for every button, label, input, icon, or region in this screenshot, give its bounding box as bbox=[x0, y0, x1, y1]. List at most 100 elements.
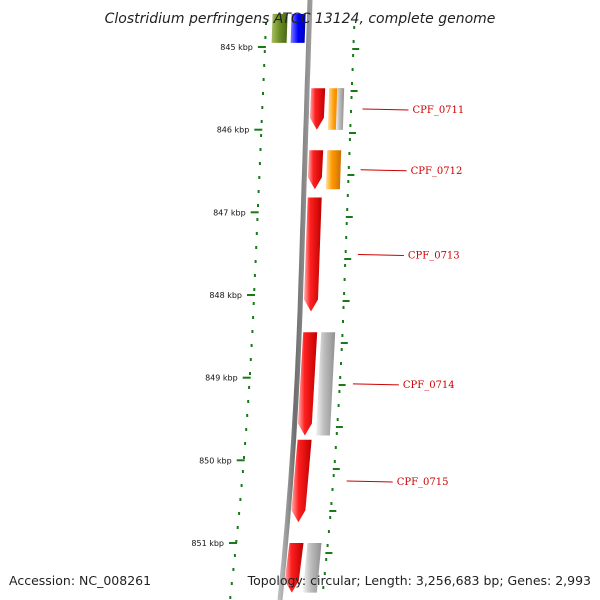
dot-mark bbox=[346, 194, 349, 197]
dot-mark bbox=[350, 110, 352, 113]
dot-mark bbox=[343, 292, 346, 295]
dot-mark bbox=[326, 544, 329, 547]
dash-mark bbox=[350, 90, 358, 92]
dot-mark bbox=[350, 96, 353, 99]
scale-tick bbox=[229, 542, 237, 544]
dot-mark bbox=[337, 404, 340, 407]
gene-label-leader bbox=[362, 108, 409, 111]
dot-mark bbox=[236, 526, 239, 529]
gene-label-leader bbox=[346, 480, 393, 483]
dot-mark bbox=[342, 320, 344, 323]
dot-mark bbox=[248, 386, 251, 389]
gene-labels: CPF_0711 CPF_0712 CPF_0713 CPF_0714 CPF_0715 bbox=[346, 105, 465, 488]
gene-feature[interactable] bbox=[284, 543, 304, 593]
dot-mark bbox=[329, 516, 332, 519]
dot-mark bbox=[335, 432, 338, 435]
dot-mark bbox=[322, 586, 325, 589]
dot-mark bbox=[243, 456, 245, 459]
dot-mark bbox=[349, 124, 352, 127]
gene-feature[interactable] bbox=[325, 150, 342, 190]
dot-mark bbox=[332, 474, 335, 477]
gene-feature[interactable] bbox=[302, 543, 322, 593]
gene-feature-cpf_0714[interactable] bbox=[297, 332, 318, 436]
dot-mark bbox=[346, 208, 349, 211]
dot-mark bbox=[323, 572, 326, 575]
dot-mark bbox=[260, 120, 263, 123]
dot-mark bbox=[338, 390, 341, 393]
dash-mark bbox=[335, 426, 343, 428]
scale-tick-label: 846 kbp bbox=[217, 126, 250, 135]
gene-label-leader bbox=[360, 169, 407, 172]
dot-mark bbox=[343, 278, 346, 281]
dash-mark bbox=[342, 300, 350, 302]
scale-tick-label: 851 kbp bbox=[191, 539, 224, 548]
gene-feature-cpf_0715[interactable] bbox=[291, 439, 312, 523]
scale-tick bbox=[236, 459, 245, 462]
dot-mark bbox=[260, 134, 263, 137]
dot-mark bbox=[254, 260, 257, 263]
dot-mark bbox=[325, 558, 328, 561]
gene-feature[interactable] bbox=[315, 332, 336, 436]
dot-mark bbox=[353, 26, 356, 29]
dot-mark bbox=[249, 372, 251, 375]
dash-mark bbox=[340, 342, 348, 344]
dot-mark bbox=[251, 330, 254, 333]
dot-mark bbox=[340, 348, 343, 351]
scale-tick-label: 849 kbp bbox=[205, 374, 238, 383]
dot-mark bbox=[331, 488, 334, 491]
gene-label-cpf_0714[interactable]: CPF_0714 bbox=[403, 380, 455, 391]
scale-tick-label: 848 kbp bbox=[209, 291, 242, 300]
dot-mark bbox=[347, 180, 350, 183]
dot-mark bbox=[263, 64, 266, 67]
gene-label-cpf_0713[interactable]: CPF_0713 bbox=[408, 251, 460, 262]
scale-tick-label: 850 kbp bbox=[199, 456, 232, 465]
dot-mark bbox=[336, 418, 339, 421]
gene-feature[interactable] bbox=[335, 88, 345, 130]
dot-mark bbox=[258, 162, 261, 165]
dot-mark bbox=[340, 362, 342, 365]
dot-mark bbox=[339, 376, 342, 379]
dot-mark bbox=[253, 288, 256, 291]
dot-mark bbox=[348, 138, 351, 141]
outer-dot-track bbox=[229, 22, 267, 599]
gene-label-cpf_0712[interactable]: CPF_0712 bbox=[411, 166, 463, 177]
accession-text: Accession: NC_008261 bbox=[9, 573, 151, 588]
dot-mark bbox=[241, 470, 244, 473]
scale-tick bbox=[247, 294, 255, 296]
dot-mark bbox=[255, 246, 258, 249]
scale-tick bbox=[242, 376, 251, 379]
dash-mark bbox=[325, 552, 333, 554]
gene-feature[interactable] bbox=[271, 13, 288, 43]
gene-label-cpf_0711[interactable]: CPF_0711 bbox=[413, 105, 465, 116]
gene-feature-cpf_0712[interactable] bbox=[307, 150, 324, 190]
dash-mark bbox=[332, 468, 340, 470]
dot-mark bbox=[334, 446, 337, 449]
dot-mark bbox=[240, 484, 243, 487]
scale-tick-label: 847 kbp bbox=[213, 208, 246, 217]
gene-feature-cpf_0711[interactable] bbox=[309, 88, 326, 130]
dot-mark bbox=[262, 92, 264, 95]
scale-tick-label: 845 kbp bbox=[220, 43, 253, 52]
dot-mark bbox=[252, 316, 255, 319]
dash-mark bbox=[329, 510, 337, 512]
dot-mark bbox=[347, 166, 350, 169]
gene-feature-cpf_0713[interactable] bbox=[304, 197, 322, 312]
dot-mark bbox=[351, 82, 353, 85]
dot-mark bbox=[327, 530, 330, 533]
dot-mark bbox=[247, 400, 250, 403]
dot-mark bbox=[258, 176, 261, 179]
dot-mark bbox=[250, 344, 253, 347]
dot-mark bbox=[257, 204, 259, 207]
dot-mark bbox=[351, 68, 354, 71]
dot-mark bbox=[352, 40, 355, 43]
map-title: Clostridium perfringens ATCC 13124, comp… bbox=[105, 11, 496, 27]
gene-label-leader bbox=[352, 383, 399, 386]
genome-summary-text: Topology: circular; Length: 3,256,683 bp… bbox=[247, 573, 591, 588]
gene-feature[interactable] bbox=[290, 13, 306, 43]
dash-mark bbox=[344, 258, 352, 260]
dot-mark bbox=[264, 36, 267, 39]
dot-mark bbox=[330, 502, 333, 505]
dot-mark bbox=[352, 54, 355, 57]
gene-label-cpf_0715[interactable]: CPF_0715 bbox=[397, 477, 449, 488]
